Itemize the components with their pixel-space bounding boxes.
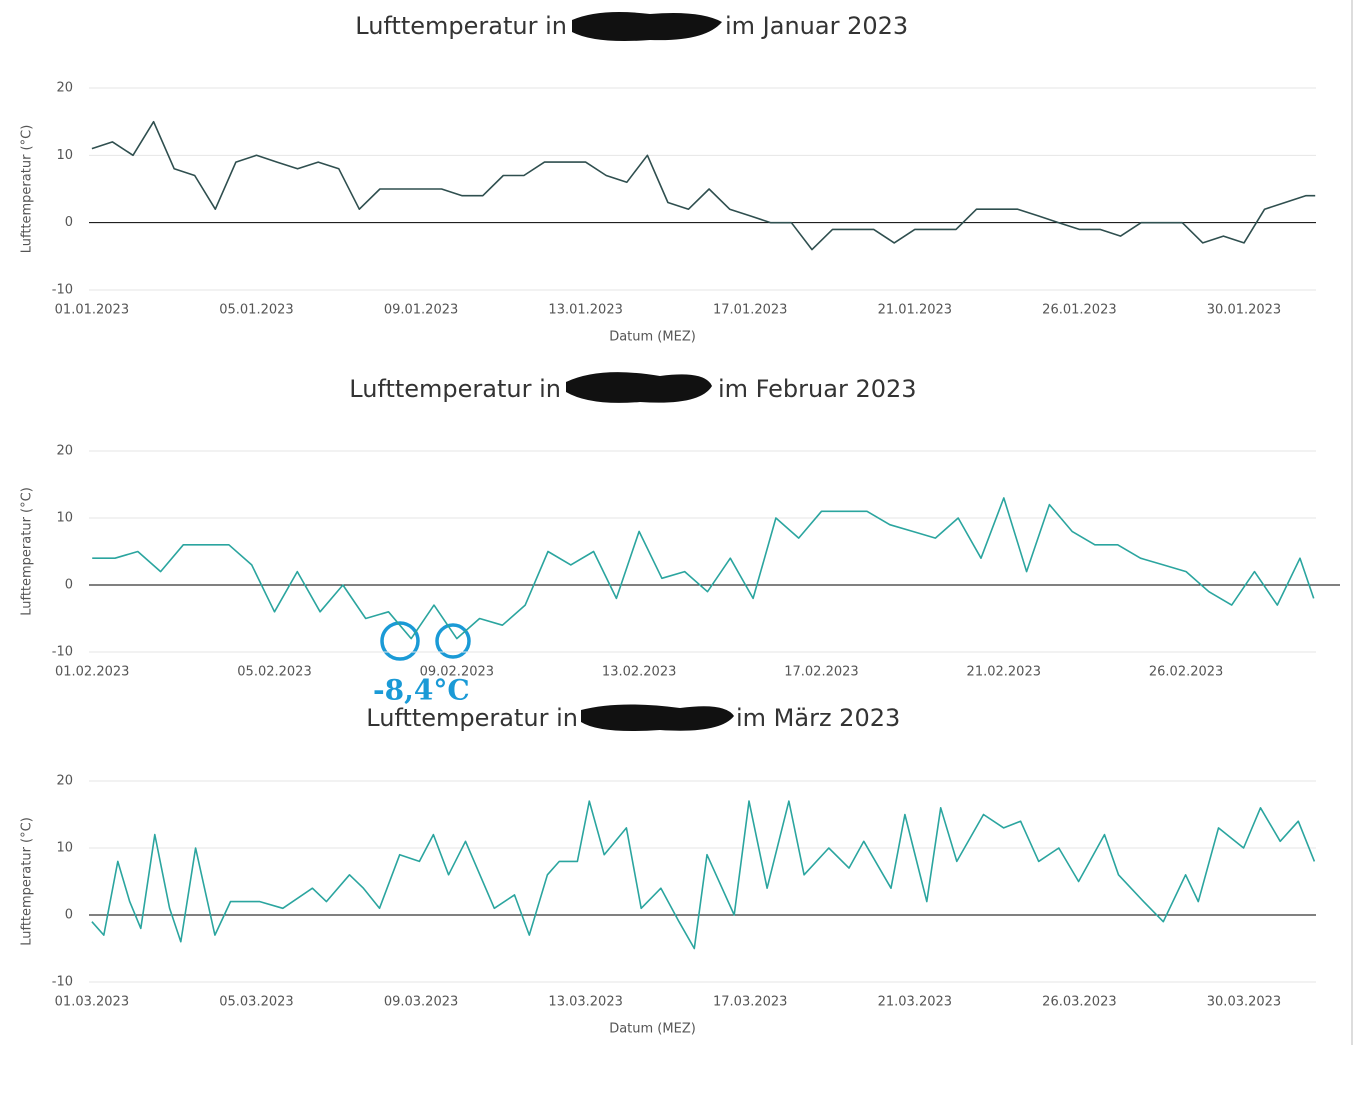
y-tick-label: 10 (56, 148, 73, 163)
x-tick-label: 09.02.2023 (420, 665, 494, 680)
annotation: -8,4°C (373, 674, 470, 707)
x-tick-label: 17.02.2023 (784, 665, 858, 680)
chart-title: im März 2023 (736, 704, 900, 732)
y-tick-label: -10 (52, 975, 73, 990)
redaction (581, 704, 734, 731)
y-axis-title: Lufttemperatur (°C) (20, 817, 35, 946)
y-tick-label: 20 (56, 774, 73, 789)
x-tick-label: 01.03.2023 (55, 995, 129, 1010)
y-tick-label: 0 (65, 215, 73, 230)
x-tick-label: 21.01.2023 (878, 303, 952, 318)
x-tick-label: 17.01.2023 (713, 303, 787, 318)
x-axis-title: Datum (MEZ) (609, 330, 696, 345)
x-tick-label: 21.02.2023 (967, 665, 1041, 680)
x-tick-label: 13.03.2023 (548, 995, 622, 1010)
x-tick-label: 26.01.2023 (1042, 303, 1116, 318)
x-tick-label: 26.02.2023 (1149, 665, 1223, 680)
x-tick-label: 01.02.2023 (55, 665, 129, 680)
y-tick-label: 10 (56, 511, 73, 526)
y-tick-label: 20 (56, 81, 73, 96)
x-tick-label: 09.01.2023 (384, 303, 458, 318)
x-tick-label: 30.03.2023 (1207, 995, 1281, 1010)
x-tick-label: 26.03.2023 (1042, 995, 1116, 1010)
chart-title: Lufttemperatur in (355, 12, 567, 40)
temperature-line (92, 497, 1315, 640)
x-tick-label: 21.03.2023 (878, 995, 952, 1010)
y-tick-label: -10 (52, 283, 73, 298)
chart-title: im Februar 2023 (718, 375, 917, 403)
y-tick-label: 0 (65, 908, 73, 923)
highlight-circle (380, 621, 420, 661)
y-axis-title: Lufttemperatur (°C) (20, 487, 35, 616)
x-tick-label: 05.03.2023 (219, 995, 293, 1010)
y-tick-label: -10 (52, 645, 73, 660)
x-tick-label: 01.01.2023 (55, 303, 129, 318)
chart-title: im Januar 2023 (725, 12, 908, 40)
y-tick-label: 20 (56, 444, 73, 459)
y-tick-label: 0 (65, 578, 73, 593)
temperature-line (91, 800, 1316, 950)
x-tick-label: 13.02.2023 (602, 665, 676, 680)
x-tick-label: 17.03.2023 (713, 995, 787, 1010)
temperature-line (91, 120, 1316, 251)
x-tick-label: 30.01.2023 (1207, 303, 1281, 318)
x-tick-label: 05.01.2023 (219, 303, 293, 318)
x-tick-label: 13.01.2023 (548, 303, 622, 318)
redaction (566, 372, 712, 403)
y-axis-title: Lufttemperatur (°C) (20, 125, 35, 254)
redaction (572, 12, 722, 41)
chart-title: Lufttemperatur in (349, 375, 561, 403)
x-axis-title: Datum (MEZ) (609, 1022, 696, 1037)
y-tick-label: 10 (56, 841, 73, 856)
x-tick-label: 05.02.2023 (237, 665, 311, 680)
chart-title: Lufttemperatur in (366, 704, 578, 732)
highlight-circle (435, 623, 471, 659)
x-tick-label: 09.03.2023 (384, 995, 458, 1010)
